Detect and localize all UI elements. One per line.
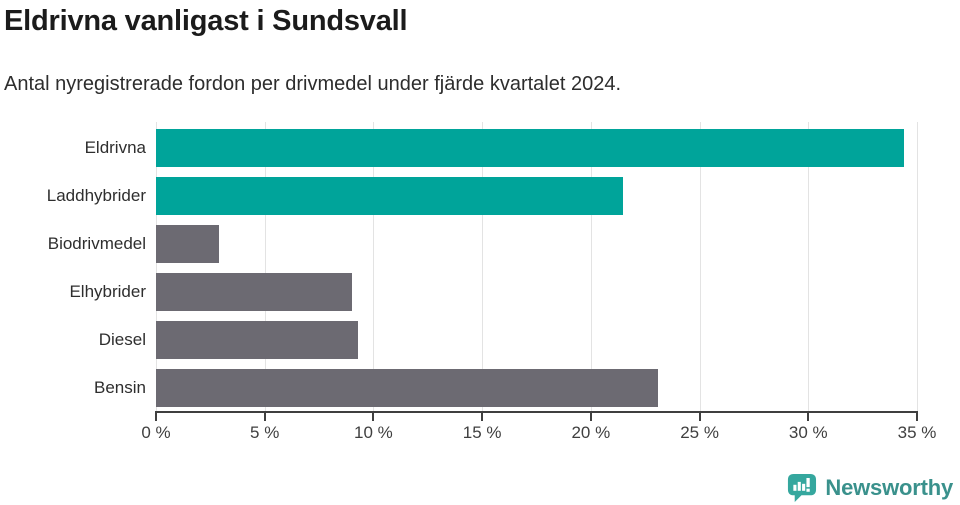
- gridline: [699, 122, 701, 413]
- brand-name: Newsworthy: [825, 474, 953, 500]
- gridline: [156, 122, 157, 413]
- x-axis-tick-label: 25 %: [680, 423, 719, 442]
- x-axis-tick-label: 5 %: [250, 423, 280, 442]
- x-axis-tick-label: 20 %: [571, 423, 611, 442]
- x-axis-tick: [155, 413, 157, 421]
- gridline: [264, 122, 266, 413]
- bar-row-label: Eldrivna: [84, 138, 146, 157]
- bar-row-label: Diesel: [98, 330, 146, 349]
- x-axis-tick: [481, 413, 484, 421]
- bar: [156, 321, 359, 359]
- x-axis-tick: [263, 413, 266, 421]
- chart-title: Eldrivna vanligast i Sundsvall: [4, 5, 408, 37]
- x-axis-tick-label: 30 %: [788, 423, 828, 442]
- gridline: [590, 122, 592, 413]
- bar-row-label: Elhybrider: [69, 282, 146, 301]
- x-axis-tick: [698, 413, 701, 421]
- chart-subtitle: Antal nyregistrerade fordon per drivmede…: [4, 73, 622, 95]
- bar: [156, 129, 904, 167]
- brand-footer: Newsworthy: [785, 472, 953, 503]
- gridline: [482, 122, 484, 413]
- bar-row-label: Laddhybrider: [46, 186, 146, 205]
- x-axis-tick: [916, 413, 918, 421]
- x-axis-tick-label: 35 %: [897, 423, 937, 442]
- bar-row-label: Bensin: [94, 378, 146, 397]
- bar: [156, 177, 624, 215]
- gridline: [808, 122, 810, 413]
- x-axis-tick: [372, 413, 375, 421]
- bar: [156, 369, 659, 407]
- bar-row-label: Biodrivmedel: [47, 234, 146, 253]
- gridline: [373, 122, 375, 413]
- x-axis-tick: [589, 413, 592, 421]
- newsworthy-chart-bubble-icon: [788, 473, 817, 503]
- x-axis-tick-label: 10 %: [354, 423, 393, 442]
- x-axis-tick-label: 15 %: [462, 423, 502, 442]
- bar: [156, 225, 220, 263]
- x-axis-tick: [807, 413, 810, 421]
- bar: [156, 273, 352, 311]
- x-axis-tick-label: 0 %: [141, 423, 171, 442]
- gridline: [917, 122, 918, 413]
- x-axis-line: [155, 411, 918, 413]
